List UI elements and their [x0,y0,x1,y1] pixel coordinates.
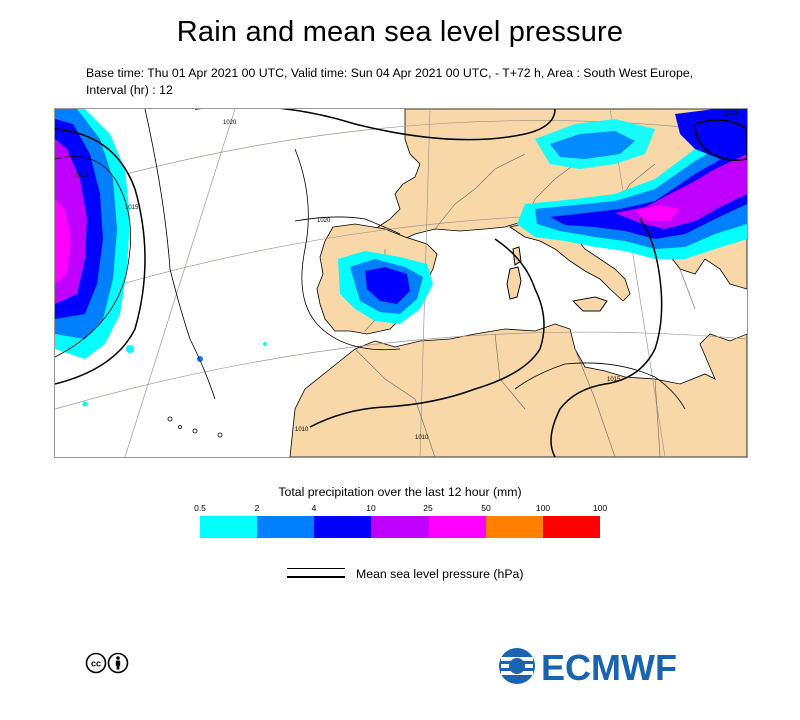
isobar-thick-3 [309,238,545,428]
isobar-thin-5 [514,362,686,410]
chart-subtitle: Base time: Thu 01 Apr 2021 00 UTC, Valid… [86,66,694,97]
precipitation-layer [55,109,747,407]
ecmwf-logo: ECMWF [497,646,719,691]
colorbar-bin-1 [257,516,315,538]
colorbar-bin-2 [314,516,372,538]
svg-text:cc: cc [91,659,101,669]
legend-tick: 100 [535,503,551,513]
legend-tick: 100 [592,503,608,513]
precip-med-magenta [635,205,680,221]
map-svg: 1015 1020 1020 1015 1010 1015 1010 1015 [55,109,747,457]
isobar-thick-1 [55,128,146,385]
colorbar-bin-0 [200,516,258,538]
isobar-thin-4 [294,216,401,235]
legend-tick: 25 [423,503,433,513]
isobar-thick-4 [550,218,663,457]
legend-tick: 4 [311,503,317,513]
creative-commons-by-icon: cc [85,652,129,679]
legend-ticks: 0.5 2 4 10 25 50 100 100 [0,503,800,515]
isobars-layer [55,109,747,457]
colorbar-bin-6 [542,516,600,538]
isobar-label: 1015 [725,111,739,117]
isobar-thin-1 [55,156,132,358]
isobar-label: 1020 [223,120,237,126]
ecmwf-logo-text: ECMWF [541,647,677,686]
legend-tick: 2 [254,503,260,513]
graticule-layer [55,109,747,457]
map-panel: 1015 1020 1020 1015 1010 1015 1010 1015 [54,108,748,458]
isobar-thick-2 [195,109,556,141]
precip-iberia-dark [365,267,410,304]
legend-title: Total precipitation over the last 12 hou… [278,485,522,499]
mslp-thin-line [287,568,345,569]
legend-tick: 0.5 [194,503,206,513]
isobar-label: 1015 [607,377,621,383]
colorbar-bin-5 [485,516,543,538]
mslp-thick-line [287,576,345,578]
legend-tick: 10 [366,503,376,513]
isobar-label-layer: 1015 1020 1020 1015 1010 1015 1010 1015 [75,111,739,441]
isobar-label: 1010 [415,435,429,441]
colorbar-bin-3 [371,516,429,538]
isobar-label: 1020 [317,218,331,224]
legend-tick: 50 [481,503,491,513]
mslp-key-label: Mean sea level pressure (hPa) [356,567,524,581]
colorbar-bin-4 [428,516,486,538]
precipitation-colorbar [200,516,600,538]
isobar-thin-2 [144,109,216,400]
precip-atlantic-magenta [55,199,71,284]
land-north-africa [289,323,747,457]
isobar-label: 1015 [125,205,139,211]
isobar-label: 1010 [295,427,309,433]
coastlines-layer [167,246,608,438]
isobar-thin-3 [294,148,401,351]
isobar-thick-5 [694,119,747,161]
isobar-label: 1015 [75,173,89,179]
chart-title: Rain and mean sea level pressure [176,16,624,48]
